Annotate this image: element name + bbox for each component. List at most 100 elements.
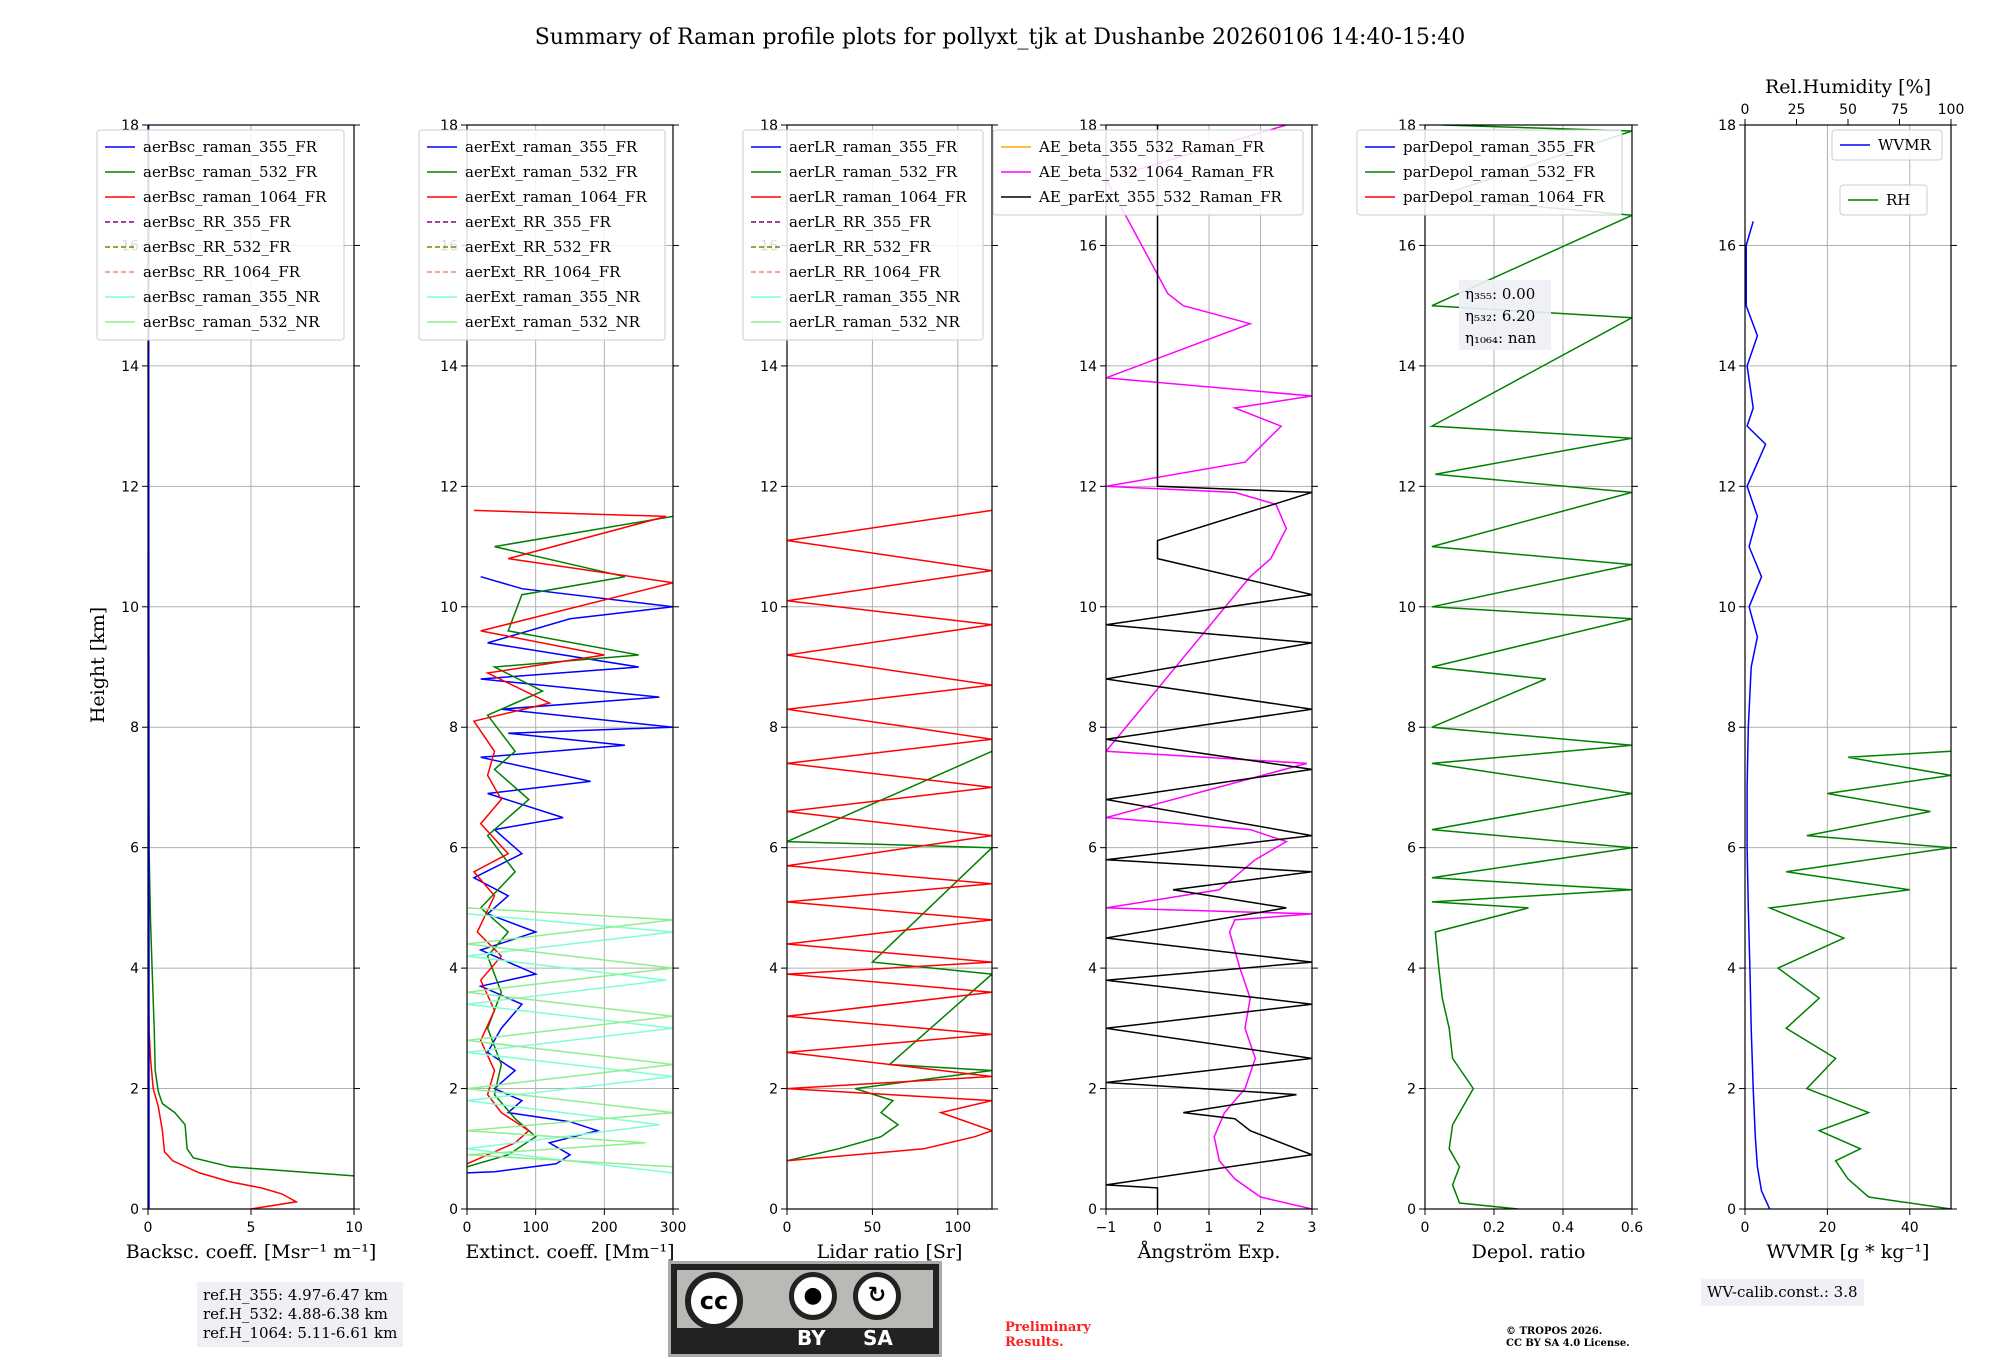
y-tick-label: 2 bbox=[1407, 1082, 1416, 1098]
y-tick-label: 12 bbox=[1718, 479, 1736, 495]
wv-calib-text: WV-calib.const.: 3.8 bbox=[1707, 1283, 1858, 1301]
legend-entry: aerBsc_RR_1064_FR bbox=[143, 263, 301, 281]
legend: WVMR RH bbox=[1831, 129, 1943, 216]
y-tick-label: 4 bbox=[1407, 961, 1416, 977]
x-axis-label: WVMR [g * kg⁻¹] bbox=[1767, 1241, 1930, 1263]
series-line-aerLR_raman_532_FR bbox=[787, 750, 992, 1162]
axes-frame bbox=[1744, 124, 1952, 1210]
y-tick-label: 12 bbox=[1398, 479, 1416, 495]
legend-box bbox=[1831, 129, 1943, 161]
preliminary-note: Preliminary Results. bbox=[1005, 1320, 1091, 1350]
y-tick-label: 12 bbox=[760, 479, 778, 495]
legend-entry: aerExt_raman_532_NR bbox=[465, 313, 641, 331]
legend-entry: aerExt_raman_355_FR bbox=[465, 138, 638, 156]
top-x-tick-label: 100 bbox=[1938, 102, 1965, 118]
axes-frame bbox=[466, 124, 674, 1210]
x-tick-label: 20 bbox=[1818, 1220, 1836, 1236]
y-tick-label: 6 bbox=[1727, 841, 1736, 857]
series-line-aerBsc_raman_1064_FR bbox=[148, 847, 299, 1209]
legend-entry: aerLR_raman_532_NR bbox=[789, 313, 960, 331]
legend-entry: aerBsc_raman_532_FR bbox=[143, 163, 318, 181]
preliminary-line-2: Results. bbox=[1005, 1335, 1064, 1350]
legend: aerExt_raman_355_FR aerExt_raman_532_FRae… bbox=[418, 129, 666, 341]
y-tick-label: 0 bbox=[1727, 1202, 1736, 1218]
eta-annotation-line: η₃₅₅: 0.00 bbox=[1465, 285, 1535, 303]
legend-box bbox=[1839, 184, 1928, 216]
legend-entry: aerBsc_raman_355_FR bbox=[143, 138, 318, 156]
series-line-AE_beta_532_1064_Raman_FR bbox=[1106, 125, 1312, 1209]
x-axis-label: Backsc. coeff. [Msr⁻¹ m⁻¹] bbox=[126, 1241, 377, 1263]
x-tick-label: 0 bbox=[783, 1220, 792, 1236]
series-line-WVMR bbox=[1745, 221, 1771, 1209]
legend-entry: aerLR_RR_1064_FR bbox=[789, 263, 941, 281]
series-line-aerLR_raman_1064_FR bbox=[787, 509, 992, 1162]
y-tick-label: 12 bbox=[121, 479, 139, 495]
y-tick-label: 2 bbox=[1088, 1082, 1097, 1098]
y-tick-label: 8 bbox=[769, 720, 778, 736]
y-tick-label: 16 bbox=[1079, 238, 1097, 254]
y-tick-label: 0 bbox=[449, 1202, 458, 1218]
y-tick-label: 0 bbox=[1407, 1202, 1416, 1218]
y-tick-label: 6 bbox=[130, 841, 139, 857]
y-axis-label: Height [km] bbox=[87, 607, 109, 723]
series-line-aerExt_raman_1064_FR bbox=[467, 509, 673, 1165]
y-tick-label: 8 bbox=[130, 720, 139, 736]
legend-entry: aerExt_raman_355_NR bbox=[465, 288, 641, 306]
y-tick-label: 2 bbox=[449, 1082, 458, 1098]
x-axis-label: Extinct. coeff. [Mm⁻¹] bbox=[465, 1241, 674, 1263]
preliminary-line-1: Preliminary bbox=[1005, 1320, 1091, 1335]
x-tick-label: 0.2 bbox=[1483, 1220, 1505, 1236]
y-tick-label: 6 bbox=[449, 841, 458, 857]
legend-entry: AE_beta_532_1064_Raman_FR bbox=[1038, 163, 1274, 181]
top-x-tick-label: 50 bbox=[1839, 102, 1857, 118]
y-tick-label: 6 bbox=[1407, 841, 1416, 857]
legend-entry: aerLR_raman_1064_FR bbox=[789, 188, 967, 206]
y-tick-label: 14 bbox=[1398, 359, 1416, 375]
x-tick-label: 0.6 bbox=[1621, 1220, 1643, 1236]
copyright-note: © TROPOS 2026. CC BY SA 4.0 License. bbox=[1506, 1326, 1630, 1350]
legend-entry: aerBsc_RR_532_FR bbox=[143, 238, 291, 256]
eta-annotation-box bbox=[1459, 280, 1551, 350]
y-tick-label: 12 bbox=[440, 479, 458, 495]
x-tick-label: 10 bbox=[345, 1220, 363, 1236]
legend-entry: AE_beta_355_532_Raman_FR bbox=[1038, 138, 1265, 156]
y-tick-label: 16 bbox=[1718, 238, 1736, 254]
y-tick-label: 2 bbox=[1727, 1082, 1736, 1098]
top-x-tick-label: 75 bbox=[1891, 102, 1909, 118]
panel-lr: 024681012141618050100Lidar ratio [Sr]aer… bbox=[742, 118, 998, 1263]
y-tick-label: 8 bbox=[1407, 720, 1416, 736]
legend-entry: RH bbox=[1886, 191, 1910, 209]
ref-line-355: ref.H_355: 4.97-6.47 km bbox=[203, 1286, 388, 1304]
x-tick-label: 2 bbox=[1256, 1220, 1265, 1236]
by-label: BY bbox=[797, 1326, 826, 1350]
share-alike-icon: ↻ bbox=[853, 1272, 901, 1320]
y-tick-label: 8 bbox=[1088, 720, 1097, 736]
legend-entry: aerExt_RR_355_FR bbox=[465, 213, 612, 231]
x-tick-label: 1 bbox=[1205, 1220, 1214, 1236]
y-tick-label: 18 bbox=[1718, 118, 1736, 134]
eta-annotation-line: η₅₃₂: 6.20 bbox=[1465, 307, 1535, 325]
cc-license-badge: cc ● ↻ BY SA bbox=[668, 1261, 942, 1357]
panel-wv: 0 2 4 6 8 10 12 14 16 18 0 20 40 WVMR [g * kg⁻¹] 0 25 50… bbox=[1718, 76, 1964, 1263]
legend-entry: parDepol_raman_532_FR bbox=[1403, 163, 1596, 181]
ref-line-532: ref.H_532: 4.88-6.38 km bbox=[203, 1305, 388, 1323]
y-tick-label: 14 bbox=[1718, 359, 1736, 375]
legend-entry: parDepol_raman_355_FR bbox=[1403, 138, 1596, 156]
y-tick-label: 10 bbox=[440, 600, 458, 616]
y-tick-label: 14 bbox=[1079, 359, 1097, 375]
x-tick-label: 100 bbox=[522, 1220, 549, 1236]
top-x-tick-label: 0 bbox=[1741, 102, 1750, 118]
y-tick-label: 0 bbox=[130, 1202, 139, 1218]
y-tick-label: 2 bbox=[769, 1082, 778, 1098]
legend-entry: aerLR_RR_355_FR bbox=[789, 213, 931, 231]
copyright-line-1: © TROPOS 2026. bbox=[1506, 1326, 1603, 1337]
y-tick-label: 10 bbox=[1079, 600, 1097, 616]
y-tick-label: 14 bbox=[121, 359, 139, 375]
y-tick-label: 4 bbox=[1727, 961, 1736, 977]
legend-entry: aerLR_RR_532_FR bbox=[789, 238, 931, 256]
series-line-aerExt_raman_532_FR bbox=[467, 515, 673, 1168]
legend-entry: aerExt_raman_1064_FR bbox=[465, 188, 647, 206]
legend-entry: aerBsc_raman_532_NR bbox=[143, 313, 320, 331]
